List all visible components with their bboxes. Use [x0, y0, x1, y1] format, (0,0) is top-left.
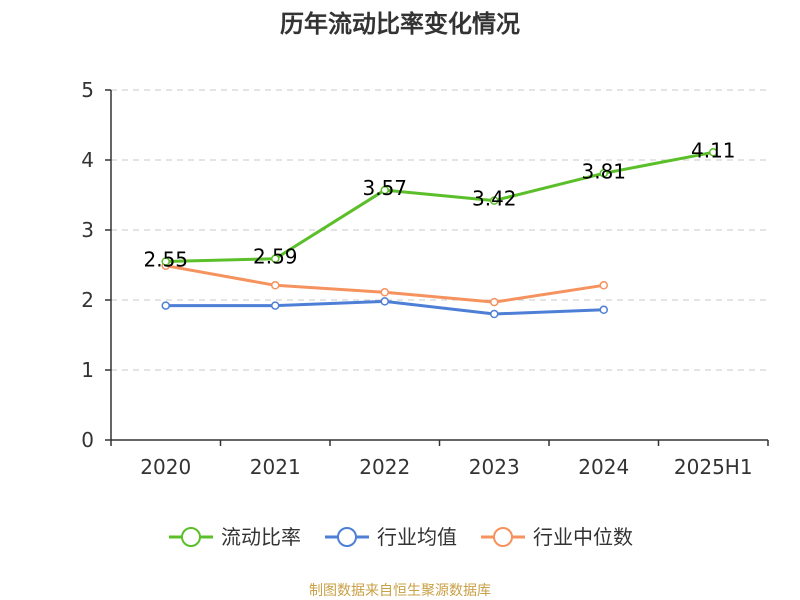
y-tick-label: 2 [81, 288, 94, 312]
data-label: 3.42 [472, 187, 517, 211]
gridlines [111, 89, 768, 371]
x-tick-label: 2024 [578, 455, 629, 479]
y-tick-label: 5 [81, 78, 94, 102]
legend-marker [337, 527, 357, 547]
data-label: 2.55 [143, 248, 188, 272]
data-label: 3.81 [581, 159, 626, 183]
y-tick-label: 1 [81, 358, 94, 382]
data-point [161, 257, 170, 266]
data-point [271, 281, 280, 290]
x-tick-label: 2022 [359, 455, 410, 479]
data-point [599, 169, 608, 178]
series-line [165, 264, 604, 304]
data-point [271, 301, 280, 310]
legend-label: 流动比率 [221, 525, 301, 549]
data-point [599, 305, 608, 315]
data-point [380, 185, 389, 195]
data-labels: 2.55 2.59 3.57 3.42 3.81 4.11 [143, 138, 735, 271]
data-label: 4.11 [691, 138, 736, 162]
data-point [380, 288, 389, 297]
source-note: 制图数据来自恒生聚源数据库 [309, 583, 491, 599]
legend-marker [181, 527, 201, 547]
data-point [490, 196, 499, 205]
y-tick-label: 4 [81, 148, 94, 172]
legend-label: 行业中位数 [533, 525, 633, 549]
x-tick-label: 2020 [140, 455, 191, 479]
legend: 流动比率 行业均值 行业中位数 [169, 525, 633, 549]
data-point [271, 254, 280, 263]
axes: 0 1 2 3 4 5 2020 2021 2022 2023 2024 2025H1 [81, 78, 769, 479]
chart-title: 历年流动比率变化情况 [280, 10, 520, 38]
x-tick-label: 2021 [250, 455, 301, 479]
x-tick-label: 2025H1 [674, 455, 753, 479]
legend-label: 行业均值 [377, 525, 457, 549]
y-tick-label: 3 [81, 218, 94, 242]
data-point [380, 297, 389, 306]
data-point [161, 301, 170, 310]
data-point [490, 309, 499, 319]
data-point [490, 297, 499, 307]
y-tick-label: 0 [81, 428, 94, 452]
data-point [709, 148, 718, 157]
data-label: 3.57 [362, 176, 407, 200]
legend-marker [493, 527, 513, 547]
data-label: 2.59 [253, 245, 298, 269]
data-point [599, 281, 608, 290]
series-line [165, 150, 714, 263]
series-layer [161, 148, 718, 319]
x-tick-label: 2023 [469, 455, 520, 479]
